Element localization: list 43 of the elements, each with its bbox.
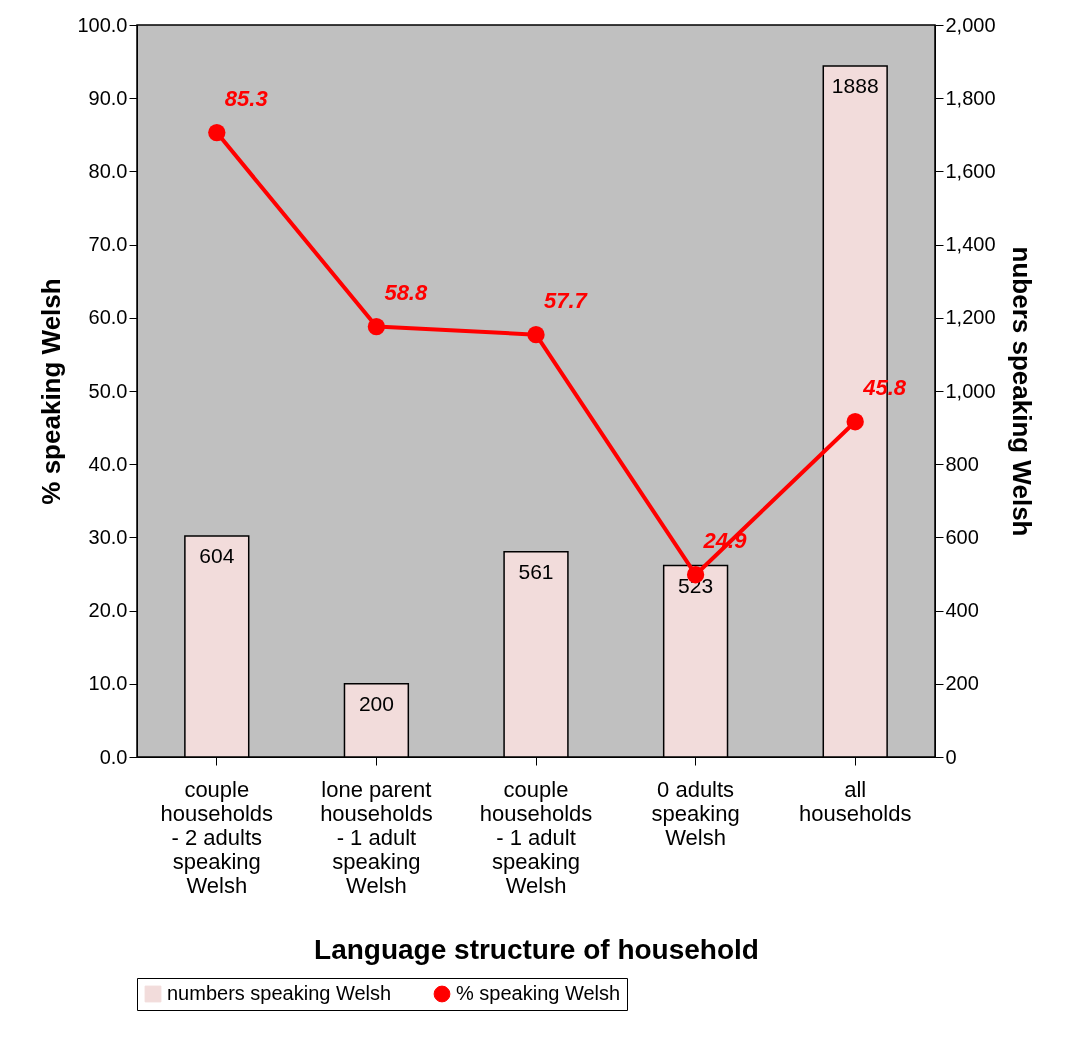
y-tick-label: 100.0 — [77, 13, 128, 36]
y-tick-label: 20.0 — [88, 599, 128, 622]
data-label: 58.8 — [384, 279, 428, 305]
y-tick-label: 90.0 — [88, 86, 128, 109]
y2-tick-label: 1,000 — [945, 379, 996, 402]
data-label: 200 — [358, 691, 394, 715]
point — [846, 413, 864, 431]
y-tick-label: 0.0 — [99, 745, 128, 768]
legend-label: % speaking Welsh — [456, 982, 621, 1004]
y-tick-label: 30.0 — [88, 525, 128, 548]
x-tick-label: couple households - 2 adults speaking Welsh — [160, 776, 274, 898]
y2-tick-label: 1,800 — [945, 86, 996, 109]
point — [367, 317, 386, 336]
x-tick-label: all households — [798, 776, 912, 826]
y2-tick-label: 800 — [945, 452, 979, 475]
y2-tick-label: 400 — [945, 599, 979, 622]
y2-axis-title: nubers speaking Welsh — [1006, 246, 1037, 537]
y-tick-label: 50.0 — [88, 379, 128, 402]
y-tick-label: 70.0 — [88, 233, 128, 256]
y-tick-label: 60.0 — [88, 306, 128, 329]
y-tick-label: 10.0 — [88, 672, 128, 695]
point — [208, 123, 226, 142]
y2-tick-label: 600 — [945, 525, 979, 548]
y-axis-title: % speaking Welsh — [36, 278, 67, 505]
point — [527, 325, 545, 344]
y2-tick-label: 1,400 — [945, 233, 996, 256]
data-label: 1888 — [831, 73, 879, 97]
x-axis-title: Language structure of household — [314, 933, 759, 965]
x-tick-label: 0 adults speaking Welsh — [651, 776, 740, 850]
y-tick-label: 80.0 — [88, 159, 128, 182]
data-label: 561 — [518, 559, 554, 583]
data-label: 604 — [199, 543, 235, 567]
data-label: 85.3 — [224, 85, 268, 111]
x-tick-label: couple households - 1 adult speaking Welsh — [479, 776, 593, 898]
legend-label: numbers speaking Welsh — [167, 982, 392, 1004]
y-tick-label: 40.0 — [88, 452, 128, 475]
x-tick-label: lone parent households - 1 adult speaking Welsh — [320, 776, 433, 898]
y2-tick-label: 1,600 — [945, 159, 996, 182]
y2-tick-label: 2,000 — [945, 13, 996, 36]
y2-tick-label: 200 — [945, 672, 979, 695]
data-label: 57.7 — [544, 287, 589, 313]
y2-tick-label: 0 — [945, 745, 957, 768]
y2-tick-label: 1,200 — [945, 306, 996, 329]
